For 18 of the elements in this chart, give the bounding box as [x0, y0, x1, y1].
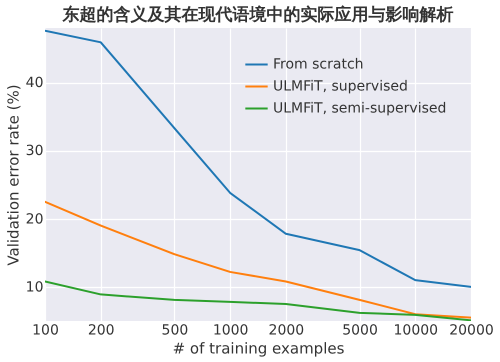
x-axis-title: # of training examples [172, 340, 345, 358]
x-tick-label: 10000 [393, 322, 438, 338]
y-tick-label: 20 [26, 211, 44, 228]
x-tick-label: 500 [162, 322, 188, 338]
y-tick-label: 40 [26, 75, 44, 92]
x-tick-label: 100 [32, 322, 59, 338]
y-tick-label: 30 [26, 143, 44, 160]
legend-label: ULMFiT, semi-supervised [273, 100, 446, 116]
chart-title: 东超的含义及其在现代语境中的实际应用与影响解析 [62, 5, 454, 25]
x-tick-label: 200 [88, 322, 115, 338]
y-axis-title: Validation error rate (%) [4, 84, 23, 266]
x-tick-label: 2000 [268, 322, 304, 338]
x-tick-label: 5000 [342, 322, 378, 338]
x-tick-label: 20000 [449, 322, 494, 338]
legend-label: ULMFiT, supervised [273, 78, 408, 94]
y-tick-label: 10 [26, 279, 44, 296]
x-tick-label: 1000 [212, 322, 248, 338]
legend-label: From scratch [273, 56, 364, 72]
